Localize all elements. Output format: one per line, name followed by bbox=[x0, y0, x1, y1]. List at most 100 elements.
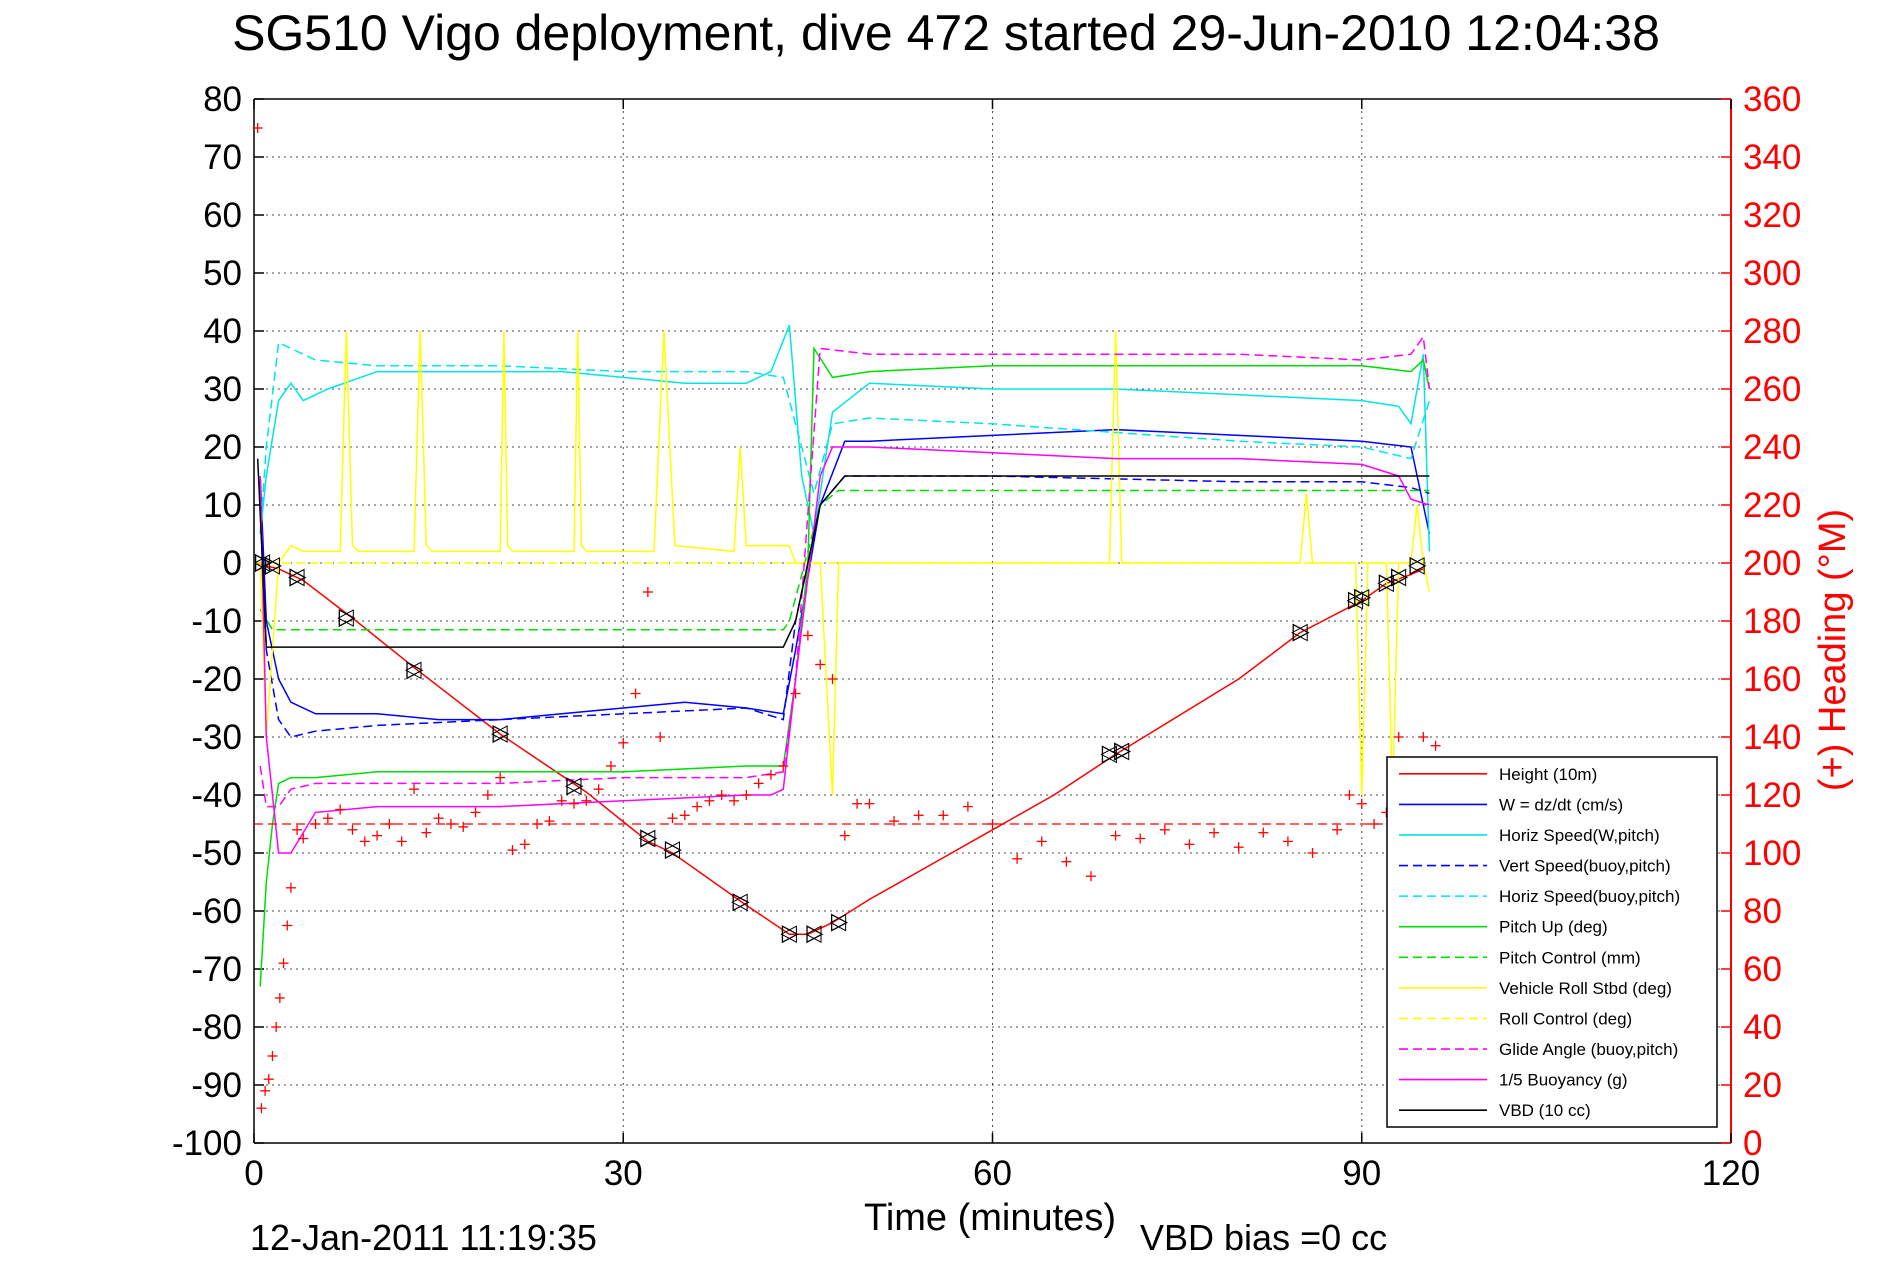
heading-point bbox=[372, 830, 383, 841]
heading-point bbox=[569, 798, 580, 809]
heading-point bbox=[790, 688, 801, 699]
heading-point bbox=[852, 798, 863, 809]
heading-point bbox=[267, 1051, 278, 1061]
x-tick-label: 30 bbox=[604, 1154, 643, 1193]
y2-tick-label: 100 bbox=[1743, 834, 1801, 873]
y-tick-label: 50 bbox=[203, 254, 242, 293]
marker-point bbox=[804, 925, 824, 944]
y-tick-label: -40 bbox=[191, 776, 242, 815]
heading-point bbox=[1258, 827, 1269, 838]
heading-point bbox=[753, 778, 764, 789]
footer-timestamp: 12-Jan-2011 11:19:35 bbox=[250, 1217, 597, 1258]
marker-triangle-left bbox=[829, 913, 847, 932]
heading-point bbox=[519, 839, 530, 850]
heading-point bbox=[1209, 827, 1220, 838]
legend-label-11: 1/5 Buoyancy (g) bbox=[1499, 1071, 1628, 1090]
heading-point bbox=[913, 810, 924, 821]
heading-point bbox=[274, 993, 285, 1003]
y2-tick-label: 240 bbox=[1743, 428, 1801, 467]
heading-point bbox=[864, 798, 875, 809]
marker-point bbox=[288, 568, 307, 587]
marker-triangle-left bbox=[731, 893, 748, 912]
legend-label-9: Roll Control (deg) bbox=[1499, 1009, 1632, 1028]
marker-triangle-left bbox=[1377, 574, 1394, 593]
x-axis-label: Time (minutes) bbox=[864, 1197, 1116, 1239]
marker-point bbox=[1112, 742, 1132, 761]
marker-triangle-left bbox=[1389, 568, 1407, 587]
heading-point bbox=[765, 769, 776, 780]
heading-point bbox=[692, 801, 703, 812]
heading-point bbox=[495, 772, 506, 783]
y2-tick-label: 120 bbox=[1743, 776, 1801, 815]
marker-triangle-left bbox=[1352, 588, 1370, 607]
marker-point bbox=[1100, 745, 1119, 764]
y-tick-label: -80 bbox=[191, 1008, 242, 1047]
marker-point bbox=[663, 841, 682, 860]
marker-triangle-left bbox=[288, 568, 305, 587]
heading-point bbox=[1344, 790, 1355, 800]
footer-vbd-bias: VBD bias =0 cc bbox=[1140, 1217, 1387, 1258]
heading-point bbox=[470, 807, 481, 818]
heading-point bbox=[1233, 842, 1244, 853]
series-line-11 bbox=[259, 446, 1430, 854]
legend-label-1: Height (10m) bbox=[1499, 765, 1597, 784]
y-tick-label: -30 bbox=[191, 718, 242, 757]
marker-point bbox=[829, 913, 849, 932]
marker-triangle-left bbox=[638, 829, 656, 848]
heading-point bbox=[1307, 848, 1318, 858]
legend-label-3: Horiz Speed(W,pitch) bbox=[1499, 826, 1660, 845]
heading-point bbox=[679, 810, 690, 821]
heading-point bbox=[1369, 819, 1380, 829]
heading-point bbox=[445, 819, 456, 829]
series-line-8 bbox=[259, 330, 1431, 796]
heading-point bbox=[802, 630, 813, 641]
heading-point bbox=[642, 587, 653, 597]
marker-point bbox=[1352, 588, 1372, 607]
legend-label-5: Horiz Speed(buoy,pitch) bbox=[1499, 887, 1680, 906]
heading-point bbox=[778, 761, 789, 771]
heading-point bbox=[605, 761, 616, 771]
y2-tick-label: 260 bbox=[1743, 370, 1801, 409]
marker-triangle-left bbox=[804, 925, 822, 944]
x-tick-label: 90 bbox=[1342, 1154, 1381, 1193]
marker-point bbox=[564, 777, 584, 796]
heading-point bbox=[618, 737, 629, 748]
heading-layer bbox=[252, 123, 1441, 1114]
y2-tick-label: 0 bbox=[1743, 1124, 1762, 1163]
y2-tick-label: 200 bbox=[1743, 544, 1801, 583]
heading-point bbox=[815, 659, 826, 670]
series-line-7 bbox=[259, 489, 1430, 631]
marker-point bbox=[780, 925, 799, 944]
y2-tick-label: 280 bbox=[1743, 312, 1801, 351]
y-tick-label: 30 bbox=[203, 370, 242, 409]
y-tick-label: 10 bbox=[203, 486, 242, 525]
y2-tick-label: 40 bbox=[1743, 1008, 1782, 1047]
legend-label-4: Vert Speed(buoy,pitch) bbox=[1499, 857, 1671, 876]
marker-triangle-left bbox=[1291, 623, 1308, 642]
heading-point bbox=[256, 1103, 267, 1114]
heading-point bbox=[278, 958, 289, 969]
y-tick-label: -70 bbox=[191, 950, 242, 989]
legend-label-12: VBD (10 cc) bbox=[1499, 1101, 1591, 1120]
marker-triangle-left bbox=[491, 725, 508, 743]
marker-triangle-left bbox=[1112, 742, 1130, 761]
y2-tick-label: 20 bbox=[1743, 1066, 1782, 1105]
heading-point bbox=[271, 1022, 282, 1032]
heading-point bbox=[581, 795, 592, 806]
marker-layer bbox=[253, 553, 1427, 944]
heading-point bbox=[630, 688, 641, 699]
heading-point bbox=[1036, 836, 1047, 847]
heading-point bbox=[655, 732, 666, 742]
heading-point bbox=[260, 1085, 271, 1096]
heading-point bbox=[298, 833, 309, 844]
heading-point bbox=[409, 784, 420, 795]
y2-tick-label: 60 bbox=[1743, 950, 1782, 989]
heading-point bbox=[1159, 824, 1170, 835]
grid-layer bbox=[254, 99, 1731, 1143]
heading-point bbox=[310, 819, 321, 829]
series-layer bbox=[253, 324, 1431, 987]
legend-label-10: Glide Angle (buoy,pitch) bbox=[1499, 1040, 1678, 1059]
y2-tick-label: 220 bbox=[1743, 486, 1801, 525]
marker-point bbox=[638, 829, 658, 848]
